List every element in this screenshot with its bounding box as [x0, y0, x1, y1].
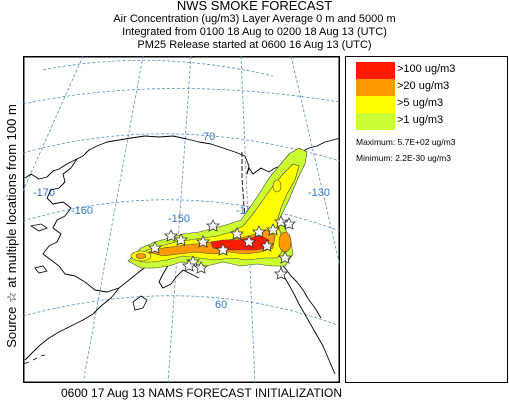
star-icon: [216, 243, 230, 256]
parallel-65: [23, 199, 340, 232]
lon-label-130: -130: [308, 187, 330, 199]
source-markers: [148, 215, 296, 280]
meridian-140: [240, 56, 256, 383]
star-icon: [196, 235, 210, 248]
southeast-coast: [278, 261, 336, 375]
smoke-patch-east: [278, 231, 292, 253]
lat-label-70: 70: [203, 131, 215, 143]
legend-label: >5 ug/m3: [397, 97, 444, 109]
lon-label-170: -170: [33, 187, 55, 199]
kodiak-island: [132, 295, 148, 311]
star-icon: [260, 239, 274, 252]
star-icon: [182, 259, 196, 272]
forecast-initialization: 0600 17 Aug 13 NAMS FORECAST INITIALIZAT…: [61, 386, 342, 400]
concentration-legend: >100 ug/m3 >20 ug/m3 >5 ug/m3 >1 ug/m3 M…: [345, 56, 508, 383]
star-icon: [194, 261, 208, 274]
concentration-subtitle: Air Concentration (ug/m3) Layer Average …: [113, 13, 396, 25]
release-info: PM25 Release started at 0600 16 Aug 13 (…: [137, 39, 372, 51]
legend-swatch: [356, 96, 395, 113]
aleutian-islands: [23, 354, 46, 365]
map-frame: [23, 56, 340, 383]
parallel-60: [23, 295, 340, 327]
legend-swatch: [356, 79, 395, 96]
legend-minimum: Minimum: 2.2E-30 ug/m3: [356, 153, 451, 163]
smoke-patch-west-core: [135, 253, 147, 259]
st-lawrence-island: [29, 223, 48, 232]
lat-label-60: 60: [215, 299, 227, 311]
legend-label: >1 ug/m3: [397, 114, 444, 126]
star-icon: [282, 217, 296, 230]
star-icon: [174, 233, 188, 246]
star-icon: [230, 227, 244, 240]
parallel-80: [42, 59, 274, 77]
star-icon: [278, 251, 292, 264]
lon-label-150: -150: [168, 213, 190, 225]
star-icon: [206, 219, 220, 232]
legend-swatch: [356, 62, 395, 79]
meridian-130: [290, 56, 340, 267]
smoke-patch-north: [272, 179, 282, 193]
star-icon: [266, 223, 280, 236]
islands: [23, 223, 148, 365]
parallel-75: [23, 88, 340, 105]
star-icon: [148, 241, 162, 254]
peninsula-coast: [24, 287, 120, 361]
legend-label: >20 ug/m3: [397, 80, 450, 92]
meridian-160: [82, 56, 144, 383]
legend-maximum: Maximum: 5.7E+02 ug/m3: [356, 137, 456, 147]
map-canvas: -170 -160 -150 -140 -130 70 60: [23, 56, 340, 383]
star-icon: [164, 229, 178, 242]
nunivak-island: [34, 265, 48, 274]
star-icon: [274, 267, 288, 280]
integration-period: Integrated from 0100 18 Aug to 0200 18 A…: [122, 26, 387, 38]
star-icon: [252, 225, 266, 238]
star-icon: [274, 215, 288, 228]
canada-border: [241, 152, 250, 257]
star-icon: [242, 235, 256, 248]
smoke-map: -170 -160 -150 -140 -130 70 60: [23, 56, 340, 383]
source-label: Source ☆ at multiple locations from 100 …: [4, 104, 19, 348]
legend-label: >100 ug/m3: [397, 63, 456, 75]
legend-swatch: [356, 113, 395, 130]
kenai-coast: [158, 253, 200, 289]
forecast-title: NWS SMOKE FORECAST: [176, 0, 333, 13]
lon-label-160: -160: [71, 205, 93, 217]
